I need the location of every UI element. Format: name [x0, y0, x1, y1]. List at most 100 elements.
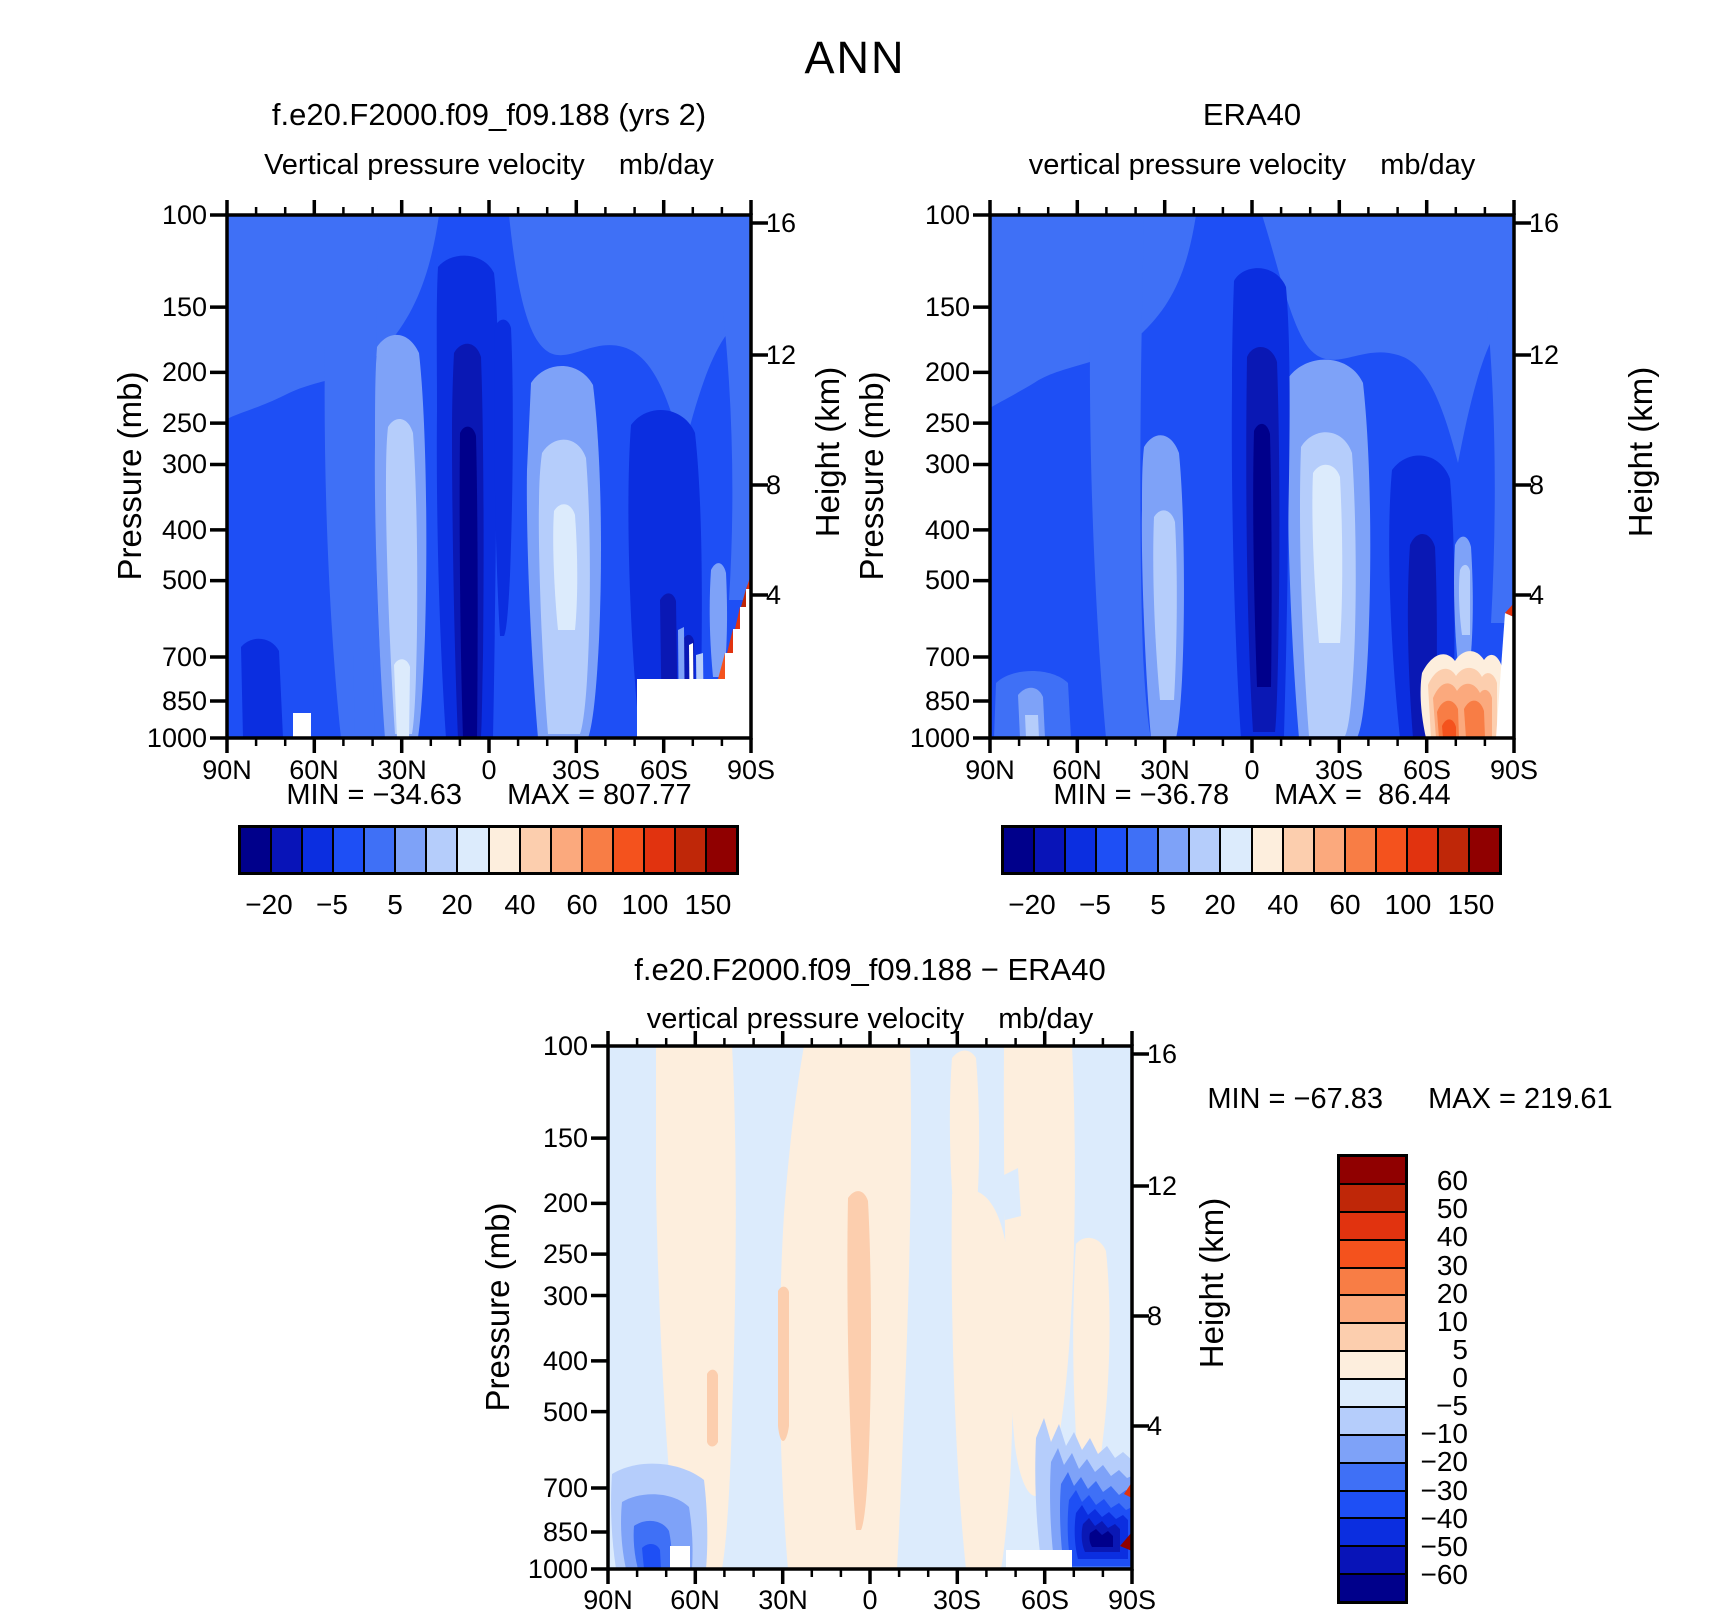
colorbar-cell	[642, 828, 674, 872]
pressure-tick-label: 500	[161, 565, 207, 595]
model-pressure-axis-label: Pressure (mb)	[111, 371, 148, 581]
diff-pressure-axis-label: Pressure (mb)	[479, 1202, 516, 1412]
obs-variable: vertical pressure velocity	[1028, 149, 1347, 181]
colorbar-cell	[1340, 1182, 1405, 1211]
pressure-tick-label: 500	[924, 565, 970, 595]
colorbar-cell	[673, 828, 705, 872]
lat-tick-label: 30N	[377, 755, 427, 785]
model-subtitle: Vertical pressure velocity mb/day	[227, 149, 751, 181]
colorbar-cell	[1467, 828, 1499, 872]
pressure-tick-label: 100	[161, 200, 207, 230]
diff-colorbar-tick-label: 20	[1436, 1278, 1468, 1309]
colorbar-cell	[1340, 1378, 1405, 1406]
colorbar-cell	[1064, 828, 1096, 872]
colorbar-tick-label: 100	[621, 889, 669, 920]
colorbar-cell	[1374, 828, 1406, 872]
pressure-tick-label: 700	[161, 642, 207, 672]
diff-title: f.e20.F2000.f09_f09.188 − ERA40	[634, 952, 1106, 987]
diff-colorbar-tick-label: 5	[1452, 1334, 1468, 1365]
colorbar-cell	[1436, 828, 1468, 872]
colorbar-cell	[1004, 828, 1034, 872]
pressure-tick-label: 300	[542, 1281, 588, 1311]
pressure-tick-label: 100	[924, 200, 970, 230]
diff-subtitle: vertical pressure velocity mb/day	[608, 1003, 1132, 1035]
lat-tick-label: 90N	[583, 1585, 633, 1615]
diff-min: MIN = −67.83	[1207, 1083, 1384, 1115]
colorbar-tick-label: 60	[566, 889, 598, 920]
diff-colorbar-tick-label: 10	[1436, 1306, 1468, 1337]
lat-tick-label: 30S	[551, 755, 601, 785]
colorbar-tick-label: 5	[1150, 889, 1166, 920]
diff-topography-mask	[670, 1482, 1132, 1569]
model-ascent-cores	[241, 255, 728, 738]
obs-axis-frame	[973, 200, 1531, 753]
colorbar-tick-label: 100	[1384, 889, 1432, 920]
colorbar-cell	[1340, 1461, 1405, 1490]
diff-colorbar-tick-label: −40	[1420, 1503, 1469, 1534]
diff-colorbar-tick-label: 0	[1452, 1362, 1468, 1393]
pressure-tick-label: 500	[542, 1397, 588, 1427]
colorbar-cell	[1405, 828, 1437, 872]
colorbar-cell	[1312, 828, 1344, 872]
lat-tick-label: 60N	[289, 755, 339, 785]
colorbar-cell	[580, 828, 612, 872]
pressure-tick-label: 400	[924, 515, 970, 545]
obs-subsidence-columns	[1018, 359, 1371, 738]
colorbar-cell	[456, 828, 488, 872]
diff-colorbar-tick-label: 30	[1436, 1250, 1468, 1281]
pressure-tick-label: 700	[924, 642, 970, 672]
diff-colorbar-tick-label: 60	[1436, 1165, 1468, 1196]
diff-height-axis-label: Height (km)	[1193, 1197, 1230, 1369]
colorbar-cell	[1219, 828, 1251, 872]
colorbar-cell	[1340, 1545, 1405, 1574]
model-height-axis-label: Height (km)	[809, 366, 846, 538]
model-min: MIN = −34.63	[286, 779, 463, 811]
obs-subsidence-blob-antarctic	[1420, 603, 1514, 738]
lat-tick-label: 60S	[639, 755, 689, 785]
lat-tick-label: 0	[481, 755, 497, 785]
season-title: ANN	[804, 32, 906, 83]
diff-colorbar-tick-label: −20	[1420, 1446, 1469, 1477]
diff-colorbar-tick-label: 40	[1436, 1221, 1468, 1252]
model-subsidence-columns	[374, 334, 601, 738]
lat-tick-label: 90N	[202, 755, 252, 785]
colorbar-cell	[1340, 1266, 1405, 1295]
colorbar-tick-label: 60	[1329, 889, 1361, 920]
colorbar-cell	[611, 828, 643, 872]
colorbar-cell	[1340, 1238, 1405, 1267]
lat-tick-label: 60S	[1020, 1585, 1070, 1615]
model-max: MAX = 807.77	[507, 779, 692, 811]
model-colorbar	[238, 825, 739, 875]
pressure-tick-label: 1000	[909, 723, 970, 753]
height-tick-label: 16	[1147, 1039, 1178, 1069]
diff-units: mb/day	[998, 1003, 1094, 1035]
colorbar-cell	[1340, 1489, 1405, 1518]
obs-min-max: MIN = −36.78 MAX = 86.44	[990, 779, 1514, 811]
colorbar-cell	[1340, 1350, 1405, 1378]
diff-min-max: MIN = −67.83 MAX = 219.61	[1165, 1083, 1655, 1115]
pressure-tick-label: 200	[924, 357, 970, 387]
pressure-tick-label: 300	[924, 449, 970, 479]
model-variable: Vertical pressure velocity	[264, 149, 585, 181]
colorbar-cell	[1188, 828, 1220, 872]
pressure-tick-label: 250	[161, 408, 207, 438]
colorbar-cell	[1250, 828, 1282, 872]
colorbar-cell	[1340, 1157, 1405, 1183]
lat-tick-label: 90S	[1489, 755, 1539, 785]
pressure-tick-label: 400	[542, 1346, 588, 1376]
diff-variable: vertical pressure velocity	[646, 1003, 965, 1035]
pressure-tick-label: 250	[542, 1239, 588, 1269]
lat-tick-label: 30N	[758, 1585, 808, 1615]
model-contour-field	[227, 215, 751, 738]
height-tick-label: 16	[766, 208, 797, 238]
pressure-tick-label: 150	[161, 292, 207, 322]
colorbar-cell	[1343, 828, 1375, 872]
colorbar-cell	[1281, 828, 1313, 872]
height-tick-label: 8	[766, 470, 782, 500]
pressure-tick-label: 150	[542, 1123, 588, 1153]
colorbar-cell	[1340, 1405, 1405, 1434]
colorbar-cell	[1126, 828, 1158, 872]
pressure-tick-label: 250	[924, 408, 970, 438]
colorbar-cell	[1340, 1210, 1405, 1239]
colorbar-cell	[363, 828, 395, 872]
